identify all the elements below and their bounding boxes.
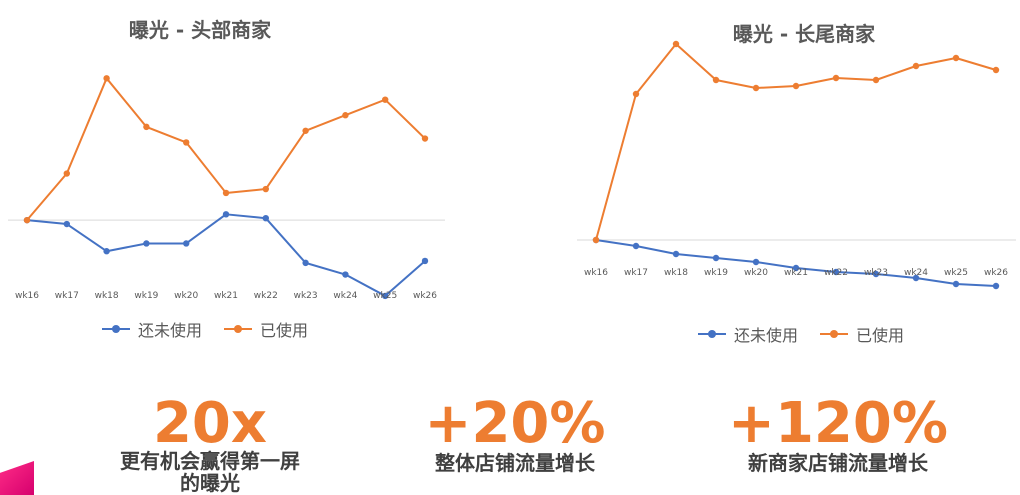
data-point-right-0-5 — [792, 264, 800, 272]
legend-label-not-used: 还未使用 — [734, 326, 799, 345]
data-point-left-1-1 — [63, 170, 70, 177]
data-point-left-1-4 — [183, 139, 190, 146]
data-point-right-0-9 — [952, 280, 960, 288]
x-tick-label-left: wk26 — [413, 291, 437, 301]
legend-marker-used — [820, 330, 849, 338]
x-tick-label-left: wk19 — [134, 291, 158, 301]
data-point-left-0-5 — [222, 211, 230, 218]
stat-number-new-merchant-traffic: +120% — [728, 391, 948, 456]
x-tick-label-left: wk22 — [254, 291, 278, 301]
legend-item-used: 已使用 — [224, 317, 308, 341]
stat-number-store-traffic: +20% — [424, 391, 606, 456]
legend-marker-not-used — [698, 330, 726, 338]
data-point-left-1-5 — [222, 189, 230, 197]
legend-left: 还未使用 已使用 — [102, 317, 308, 341]
x-tick-label-left: wk18 — [95, 291, 119, 301]
data-point-right-1-7 — [872, 76, 880, 84]
data-point-left-0-6 — [262, 215, 269, 222]
data-point-left-1-6 — [262, 185, 269, 193]
data-point-right-1-6 — [832, 74, 840, 82]
x-tick-label-right: wk26 — [984, 268, 1008, 278]
x-tick-label-right: wk16 — [584, 268, 608, 278]
series-line-right-0 — [595, 239, 997, 287]
x-tick-label-left: wk25 — [373, 291, 397, 301]
x-tick-label-left: wk17 — [55, 291, 79, 301]
stat-caption-first-screen: 更有机会赢得第一屏的曝光 — [120, 449, 300, 495]
legend-label-used: 已使用 — [260, 321, 309, 340]
series-line-right-1 — [595, 43, 997, 241]
data-point-right-1-1 — [632, 90, 640, 98]
data-point-left-0-4 — [183, 240, 190, 247]
data-point-right-0-4 — [752, 258, 760, 266]
data-point-left-0-1 — [63, 220, 70, 228]
data-point-left-0-2 — [103, 248, 110, 255]
x-tick-label-left: wk23 — [294, 291, 318, 301]
chart-title-right: 曝光 - 长尾商家 — [732, 22, 876, 46]
data-point-right-0-8 — [912, 274, 920, 282]
data-point-right-1-5 — [792, 82, 800, 90]
x-tick-label-left: wk16 — [15, 291, 39, 301]
legend-item-not-used: 还未使用 — [698, 322, 798, 346]
data-point-left-1-3 — [143, 123, 150, 131]
data-point-left-1-10 — [421, 135, 429, 142]
data-point-right-1-9 — [952, 54, 960, 62]
x-tick-label-left: wk20 — [174, 291, 198, 301]
x-tick-label-right: wk23 — [864, 268, 888, 278]
x-tick-label-right: wk24 — [904, 268, 928, 278]
data-point-right-0-3 — [712, 254, 720, 262]
x-tick-label-right: wk19 — [704, 268, 728, 278]
data-point-right-0-6 — [832, 268, 840, 276]
data-point-right-1-2 — [672, 40, 680, 48]
data-point-left-1-9 — [382, 96, 389, 103]
legend-item-not-used: 还未使用 — [102, 317, 202, 341]
data-point-left-1-0 — [23, 216, 31, 224]
data-point-right-1-3 — [712, 76, 720, 84]
data-point-right-1-8 — [912, 62, 920, 70]
legend-marker-not-used — [102, 325, 130, 333]
legend-label-not-used: 还未使用 — [138, 321, 203, 340]
stat-number-first-screen: 20x — [152, 391, 268, 456]
data-point-right-0-10 — [992, 282, 1000, 290]
data-point-right-1-0 — [592, 236, 600, 244]
data-point-left-1-8 — [342, 112, 349, 119]
legend-right: 还未使用 已使用 — [698, 322, 904, 346]
stat-caption-new-merchant-traffic: 新商家店铺流量增长 — [748, 451, 928, 475]
data-point-left-0-9 — [382, 292, 389, 300]
data-point-right-1-4 — [752, 84, 760, 92]
x-tick-label-right: wk17 — [624, 268, 648, 278]
legend-item-used: 已使用 — [820, 322, 904, 346]
x-tick-label-left: wk21 — [214, 291, 238, 301]
x-tick-label-right: wk18 — [664, 268, 688, 278]
stat-caption-store-traffic: 整体店铺流量增长 — [435, 451, 595, 475]
legend-marker-used — [224, 325, 253, 333]
x-tick-label-left: wk24 — [333, 291, 357, 301]
x-tick-label-right: wk22 — [824, 268, 848, 278]
x-tick-label-right: wk20 — [744, 268, 768, 278]
data-point-left-1-2 — [103, 75, 110, 82]
data-point-right-0-7 — [872, 270, 880, 278]
data-point-right-1-10 — [992, 66, 1000, 74]
data-point-left-0-3 — [143, 240, 150, 247]
data-point-left-0-10 — [421, 257, 429, 265]
chart-title-left: 曝光 - 头部商家 — [128, 18, 272, 42]
legend-label-used: 已使用 — [856, 326, 905, 345]
data-point-left-0-7 — [302, 259, 309, 267]
data-point-right-0-1 — [632, 242, 640, 250]
data-point-right-0-2 — [672, 250, 680, 258]
x-tick-label-right: wk21 — [784, 268, 808, 278]
data-point-left-0-8 — [342, 271, 349, 278]
data-point-left-1-7 — [302, 127, 309, 134]
x-tick-label-right: wk25 — [944, 268, 968, 278]
